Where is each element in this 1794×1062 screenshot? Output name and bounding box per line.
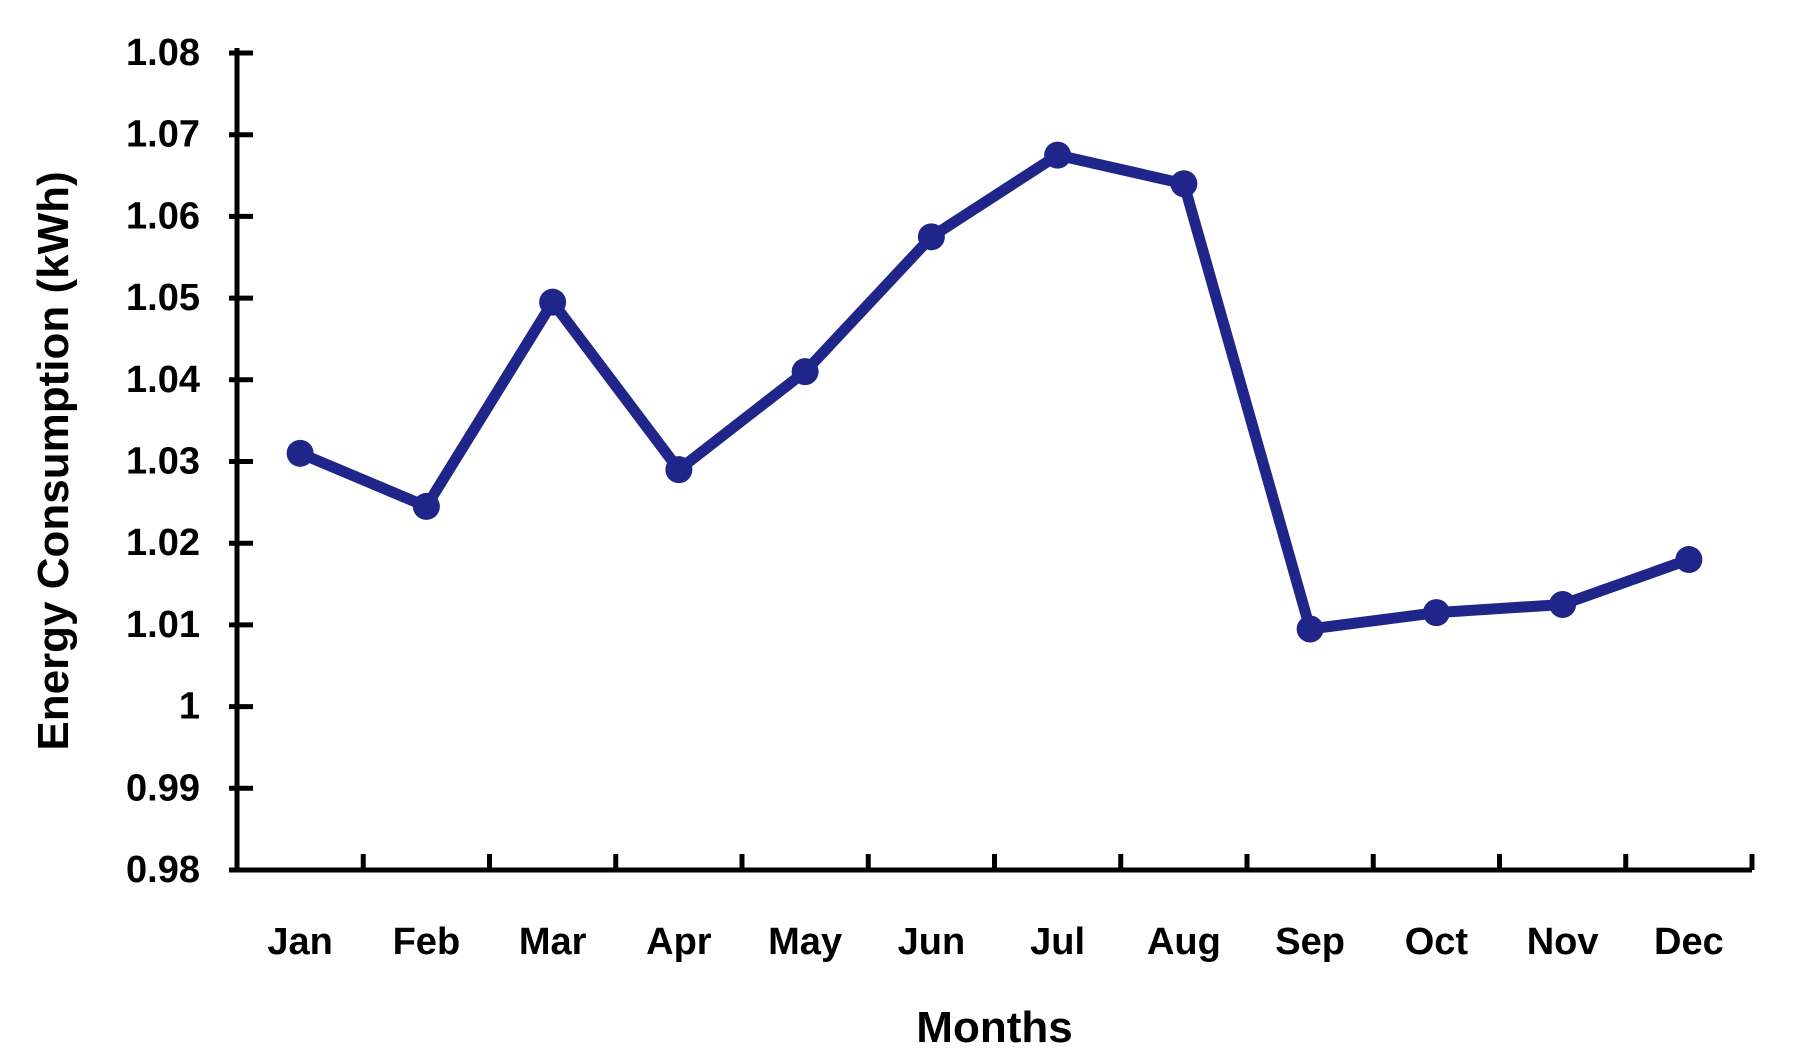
y-tick-label-1: 1 [179, 686, 200, 728]
x-tick-label-mar: Mar [519, 921, 587, 963]
x-tick-label-jan: Jan [267, 921, 332, 963]
data-point-nov [1549, 590, 1577, 618]
y-tick-label-1.04: 1.04 [126, 359, 200, 401]
x-tick-label-feb: Feb [393, 921, 461, 963]
data-point-feb [412, 492, 440, 520]
x-tick-label-aug: Aug [1147, 921, 1221, 963]
data-point-dec [1675, 546, 1703, 574]
axis-frame [234, 48, 1752, 873]
tick-labels-layer: 0.98 0.99 1 1.01 1.02 1.03 1.04 1.05 1.06 1.07 1.0… [126, 32, 1724, 963]
x-tick-label-dec: Dec [1654, 921, 1724, 963]
x-tick-label-may: May [768, 921, 842, 963]
y-tick-label-1.05: 1.05 [126, 277, 200, 319]
y-tick-label-0.98: 0.98 [126, 849, 200, 891]
y-tick-label-0.99: 0.99 [126, 767, 200, 809]
x-tick-label-jul: Jul [1030, 921, 1085, 963]
x-tick-label-nov: Nov [1527, 921, 1599, 963]
x-tick-label-apr: Apr [646, 921, 712, 963]
data-point-apr [665, 456, 693, 484]
data-point-jan [286, 439, 314, 467]
y-tick-label-1.06: 1.06 [126, 195, 200, 237]
data-point-aug [1170, 170, 1198, 198]
x-tick-label-oct: Oct [1405, 921, 1469, 963]
x-tick-label-sep: Sep [1275, 921, 1345, 963]
x-axis-title: Months [916, 1003, 1072, 1052]
data-point-mar [539, 288, 567, 316]
data-point-sep [1296, 615, 1324, 643]
y-tick-label-1.02: 1.02 [126, 522, 200, 564]
series-line-energy-consumption [294, 149, 1695, 635]
y-tick-label-1.01: 1.01 [126, 604, 200, 646]
x-tick-label-jun: Jun [898, 921, 966, 963]
data-point-oct [1422, 599, 1450, 627]
data-point-may [791, 358, 819, 386]
data-point-jun [917, 223, 945, 251]
y-tick-label-1.07: 1.07 [126, 114, 200, 156]
y-tick-label-1.08: 1.08 [126, 32, 200, 74]
y-tick-label-1.03: 1.03 [126, 441, 200, 483]
data-point-jul [1044, 141, 1072, 169]
y-axis-title: Energy Consumption (kWh) [29, 171, 78, 750]
line-series-layer [286, 141, 1703, 643]
